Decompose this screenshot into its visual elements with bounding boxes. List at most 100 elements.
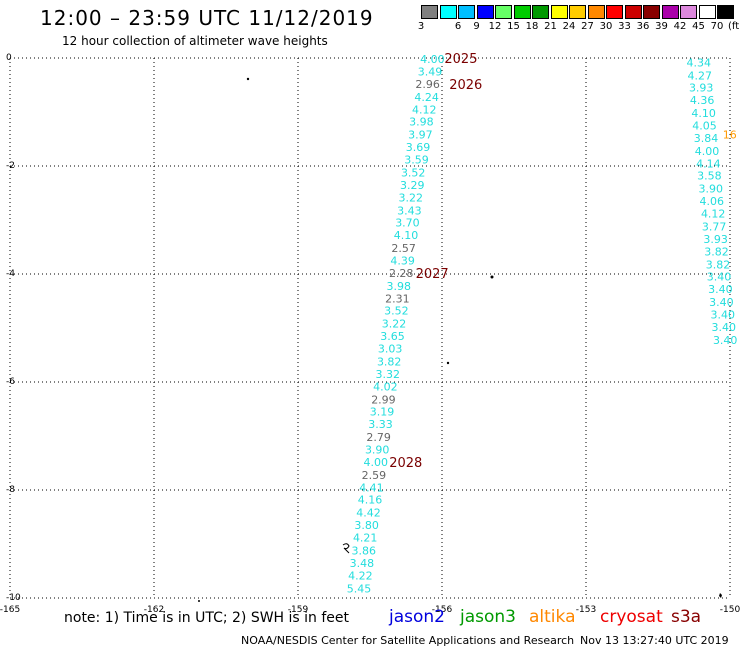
swh-value-label: 4.21	[353, 532, 378, 545]
legend-label: 33	[618, 21, 631, 32]
swh-value-label: 4.27	[688, 69, 713, 82]
legend-label: 45	[692, 21, 705, 32]
swh-value-label: 3.59	[404, 154, 429, 167]
swh-value-label: 3.82	[377, 355, 402, 368]
legend-label: 27	[581, 21, 594, 32]
x-tick-label: -156	[432, 605, 453, 615]
swh-value-label: 4.10	[394, 229, 419, 242]
swh-value-label: 3.90	[365, 444, 390, 457]
coastline-mark	[719, 593, 722, 598]
y-tick-label: 0	[6, 53, 12, 63]
legend-swatch	[698, 5, 716, 19]
page-subtitle: 12 hour collection of altimeter wave hei…	[62, 34, 328, 48]
legend-swatch	[717, 5, 734, 19]
swh-value-label: 3.49	[418, 66, 443, 79]
swh-value-label: 3.19	[370, 406, 395, 419]
swh-value-label: 4.10	[691, 107, 716, 120]
time-label: 2026	[449, 78, 482, 93]
swh-value-label: 4.02	[373, 380, 398, 393]
legend-swatch	[587, 5, 605, 19]
swh-value-label: 3.77	[702, 220, 727, 233]
swh-value-label: 4.00	[695, 145, 720, 158]
swh-value-label: 3.33	[368, 418, 393, 431]
legend-swatch	[532, 5, 549, 19]
swh-value-label: 3.86	[352, 544, 377, 557]
swh-value-label: 3.22	[382, 318, 407, 331]
axis-tick-labels: -165 -162 -159 -156 -153 -150 0 -2 -4 -6 -8 -10	[0, 53, 740, 615]
x-tick-label: -162	[144, 605, 164, 615]
marker-dot	[198, 600, 200, 602]
legend-label: 21	[544, 21, 557, 32]
x-tick-label: -159	[288, 605, 309, 615]
swh-value-label: 2.59	[362, 469, 387, 482]
swh-value-label: 4.41	[359, 481, 384, 494]
legend-swatch	[550, 5, 568, 19]
legend-label: 9	[473, 21, 480, 32]
legend-label: 3	[417, 21, 425, 32]
legend-label: 15	[507, 21, 520, 32]
swh-value-label: 3.40	[707, 271, 732, 284]
swh-value-label: 4.00	[364, 456, 389, 469]
marker-dot	[490, 275, 494, 279]
swh-value-label: 3.80	[354, 519, 379, 532]
swh-value-label: 16	[723, 129, 737, 142]
swh-value-label: 3.40	[711, 309, 736, 322]
y-tick-label: -2	[6, 161, 15, 171]
swh-value-label: 3.97	[408, 129, 433, 142]
swh-value-label: 3.40	[713, 334, 738, 347]
swh-value-label: 5.45	[347, 582, 372, 595]
swh-value-label: 3.58	[697, 170, 722, 183]
page-title: 12:00 – 23:59 UTC 11/12/2019	[40, 6, 374, 30]
satellite-name-jason2: jason2	[389, 607, 445, 627]
y-tick-label: -6	[6, 377, 15, 387]
swh-value-label: 3.03	[378, 343, 403, 356]
legend-label: 30	[599, 21, 613, 32]
time-labels: 2025 2026 2027 2028	[389, 52, 482, 471]
legend-swatch	[606, 5, 623, 19]
x-tick-label: -153	[576, 605, 596, 615]
legend-swatch	[421, 5, 438, 19]
x-tick-label: -150	[720, 605, 740, 615]
time-label: 2027	[416, 267, 449, 282]
swh-value-label: 3.98	[387, 280, 412, 293]
swh-value-label: 3.52	[401, 166, 426, 179]
swh-value-label: 4.06	[700, 195, 725, 208]
legend-label: 36	[636, 21, 650, 32]
swh-value-label: 2.96	[415, 78, 440, 91]
y-tick-label: -10	[6, 593, 21, 603]
swh-value-label: 4.14	[696, 157, 721, 170]
legend-label: 39	[655, 21, 668, 32]
coastline-mark	[342, 543, 350, 554]
swh-value-label: 4.12	[412, 103, 437, 116]
time-label: 2025	[444, 52, 477, 67]
swh-value-label: 4.36	[690, 94, 715, 107]
swh-value-label: 2.79	[366, 431, 391, 444]
swh-value-label: 4.00	[420, 53, 445, 66]
legend-swatch	[439, 5, 457, 19]
swh-value-label: 4.05	[692, 120, 717, 133]
swh-value-label: 2.57	[391, 242, 416, 255]
legend-swatch	[643, 5, 660, 19]
footer-timestamp: Nov 13 13:27:40 UTC 2019	[580, 634, 729, 647]
legend-label: 24	[562, 21, 576, 32]
swh-value-label: 3.48	[350, 557, 375, 570]
satellite-name-altika: altika	[529, 607, 576, 627]
legend-swatch	[569, 5, 586, 19]
swh-value-label: 3.70	[395, 217, 420, 230]
y-tick-label: -4	[6, 269, 15, 279]
y-tick-label: -8	[6, 485, 15, 495]
legend-swatch	[624, 5, 642, 19]
swh-value-label: 3.82	[704, 245, 729, 258]
legend-swatch	[680, 5, 697, 19]
swh-value-label: 4.42	[356, 507, 381, 520]
swh-value-label: 3.84	[694, 132, 719, 145]
swh-value-label: 3.65	[380, 330, 405, 343]
legend-label: 12	[488, 21, 502, 32]
legend-label: 70	[710, 21, 724, 32]
legend-label: 6	[454, 21, 462, 32]
swh-value-label: 4.16	[358, 494, 383, 507]
swh-value-label: 3.40	[712, 321, 737, 334]
swh-value-label: 3.93	[689, 82, 714, 95]
swh-value-label: 3.69	[406, 141, 431, 154]
